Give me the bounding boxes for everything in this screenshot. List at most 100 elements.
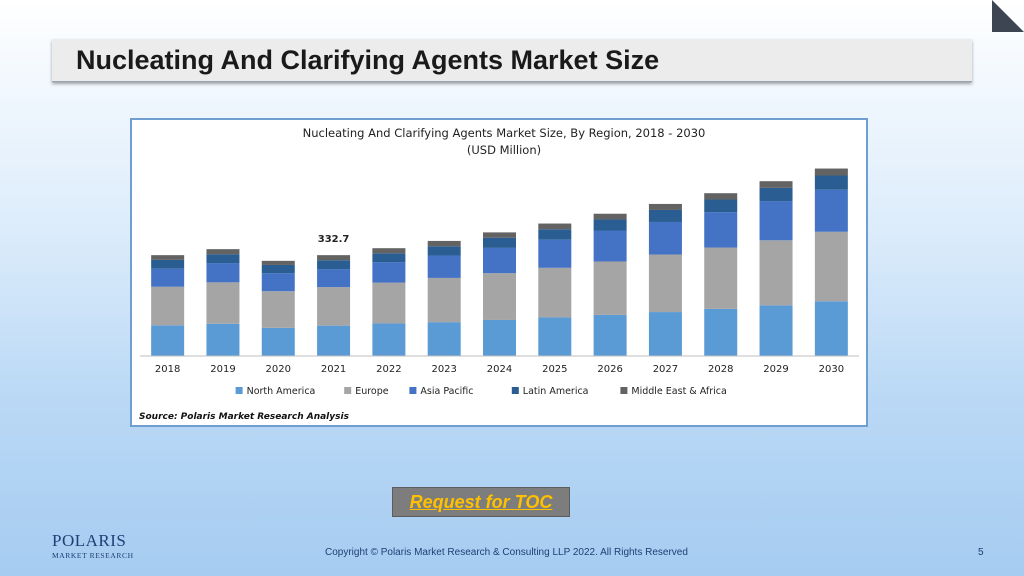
bar-europe-2019 <box>206 282 240 324</box>
bar-europe-2022 <box>372 282 406 324</box>
bar-north-america-2029 <box>759 305 793 356</box>
bar-latin-america-2023 <box>427 246 461 256</box>
bar-middle-east-africa-2023 <box>427 240 461 247</box>
bar-north-america-2025 <box>538 317 572 356</box>
bar-north-america-2027 <box>648 312 682 356</box>
bar-europe-2026 <box>593 261 627 315</box>
x-tick-label: 2023 <box>431 364 456 375</box>
chart-source: Source: Polaris Market Research Analysis <box>139 412 350 422</box>
bar-north-america-2020 <box>261 327 295 356</box>
bar-latin-america-2020 <box>261 264 295 274</box>
x-tick-label: 2021 <box>321 364 346 375</box>
bar-latin-america-2028 <box>704 199 738 213</box>
corner-triangle-icon <box>992 0 1024 32</box>
page-title: Nucleating And Clarifying Agents Market … <box>76 45 660 75</box>
bar-middle-east-africa-2025 <box>538 223 572 230</box>
bar-asia-pacific-2020 <box>261 273 295 292</box>
legend: North America Europe Asia Pacific Latin Ame… <box>235 386 727 397</box>
request-toc-button[interactable]: Request for TOC <box>392 487 570 517</box>
bar-europe-2030 <box>814 231 848 302</box>
bar-north-america-2018 <box>151 325 185 356</box>
bar-europe-2021 <box>317 287 351 326</box>
bar-north-america-2021 <box>317 325 351 356</box>
bar-north-america-2024 <box>483 319 516 356</box>
bar-asia-pacific-2021 <box>317 269 351 288</box>
legend-swatch-latin-america <box>511 387 519 394</box>
bar-group: 332.7 <box>151 168 848 356</box>
logo-name: POLARIS <box>52 531 127 550</box>
stacked-bar-chart: Nucleating And Clarifying Agents Market … <box>139 126 859 422</box>
bar-asia-pacific-2022 <box>372 262 406 283</box>
x-tick-label: 2025 <box>542 364 567 375</box>
legend-label-middle-east-africa: Middle East & Africa <box>631 386 726 397</box>
bar-asia-pacific-2027 <box>648 221 682 255</box>
bar-europe-2027 <box>648 254 682 313</box>
bar-middle-east-africa-2030 <box>814 168 848 176</box>
bar-latin-america-2025 <box>538 229 572 240</box>
bar-asia-pacific-2023 <box>427 255 461 278</box>
bar-north-america-2022 <box>372 323 406 356</box>
bar-latin-america-2026 <box>593 219 627 231</box>
x-tick-label: 2019 <box>210 364 235 375</box>
bar-north-america-2023 <box>427 322 461 356</box>
legend-label-latin-america: Latin America <box>523 386 589 397</box>
bar-asia-pacific-2018 <box>151 268 185 287</box>
legend-swatch-asia-pacific <box>409 387 417 394</box>
data-label-annotation: 332.7 <box>318 234 350 245</box>
x-tick-labels: 2018 2019 2020 2021 2022 2023 2024 2025 2026 2027… <box>155 364 844 375</box>
legend-swatch-europe <box>344 387 352 394</box>
bar-europe-2018 <box>151 286 185 326</box>
bar-middle-east-africa-2027 <box>648 203 682 210</box>
bar-latin-america-2021 <box>317 260 351 270</box>
x-tick-label: 2026 <box>597 364 622 375</box>
bar-europe-2029 <box>759 240 793 306</box>
legend-label-asia-pacific: Asia Pacific <box>420 386 473 397</box>
bar-north-america-2028 <box>704 308 738 356</box>
bar-middle-east-africa-2029 <box>759 181 793 188</box>
bar-middle-east-africa-2018 <box>151 255 185 260</box>
bar-europe-2028 <box>704 247 738 309</box>
x-tick-label: 2020 <box>266 364 291 375</box>
bar-asia-pacific-2026 <box>593 230 627 262</box>
copyright-text: Copyright © Polaris Market Research & Co… <box>325 547 688 558</box>
legend-label-europe: Europe <box>355 386 389 397</box>
x-tick-label: 2028 <box>708 364 733 375</box>
bar-latin-america-2018 <box>151 259 185 269</box>
bar-latin-america-2022 <box>372 253 406 263</box>
bar-asia-pacific-2019 <box>206 263 240 283</box>
chart-title: Nucleating And Clarifying Agents Market … <box>303 126 706 140</box>
bar-middle-east-africa-2026 <box>593 213 627 220</box>
bar-europe-2024 <box>483 273 516 320</box>
legend-swatch-north-america <box>235 387 243 394</box>
x-tick-label: 2029 <box>763 364 788 375</box>
bar-middle-east-africa-2019 <box>206 249 240 255</box>
bar-asia-pacific-2030 <box>814 189 848 232</box>
chart-subtitle: (USD Million) <box>467 143 541 157</box>
x-tick-label: 2018 <box>155 364 180 375</box>
bar-north-america-2019 <box>206 323 240 356</box>
bar-asia-pacific-2025 <box>538 239 572 268</box>
bar-asia-pacific-2028 <box>704 212 738 248</box>
bar-europe-2020 <box>261 291 295 328</box>
bar-asia-pacific-2024 <box>483 247 516 274</box>
x-tick-label: 2027 <box>653 364 678 375</box>
page-number: 5 <box>978 547 984 558</box>
bar-middle-east-africa-2024 <box>483 232 516 238</box>
bar-asia-pacific-2029 <box>759 201 793 241</box>
bar-middle-east-africa-2021 <box>317 255 351 261</box>
bar-north-america-2030 <box>814 301 848 356</box>
bar-europe-2025 <box>538 267 572 318</box>
legend-label-north-america: North America <box>247 386 316 397</box>
bar-latin-america-2030 <box>814 175 848 190</box>
bar-latin-america-2029 <box>759 187 793 202</box>
bar-middle-east-africa-2022 <box>372 248 406 254</box>
polaris-logo: POLARIS MARKET RESEARCH <box>52 531 134 563</box>
x-tick-label: 2030 <box>819 364 844 375</box>
bar-latin-america-2027 <box>648 209 682 222</box>
bar-middle-east-africa-2020 <box>261 260 295 265</box>
title-bar: Nucleating And Clarifying Agents Market … <box>52 39 972 82</box>
x-tick-label: 2024 <box>487 364 512 375</box>
logo-subtitle: MARKET RESEARCH <box>52 551 134 560</box>
bar-latin-america-2019 <box>206 254 240 264</box>
bar-middle-east-africa-2028 <box>704 193 738 200</box>
